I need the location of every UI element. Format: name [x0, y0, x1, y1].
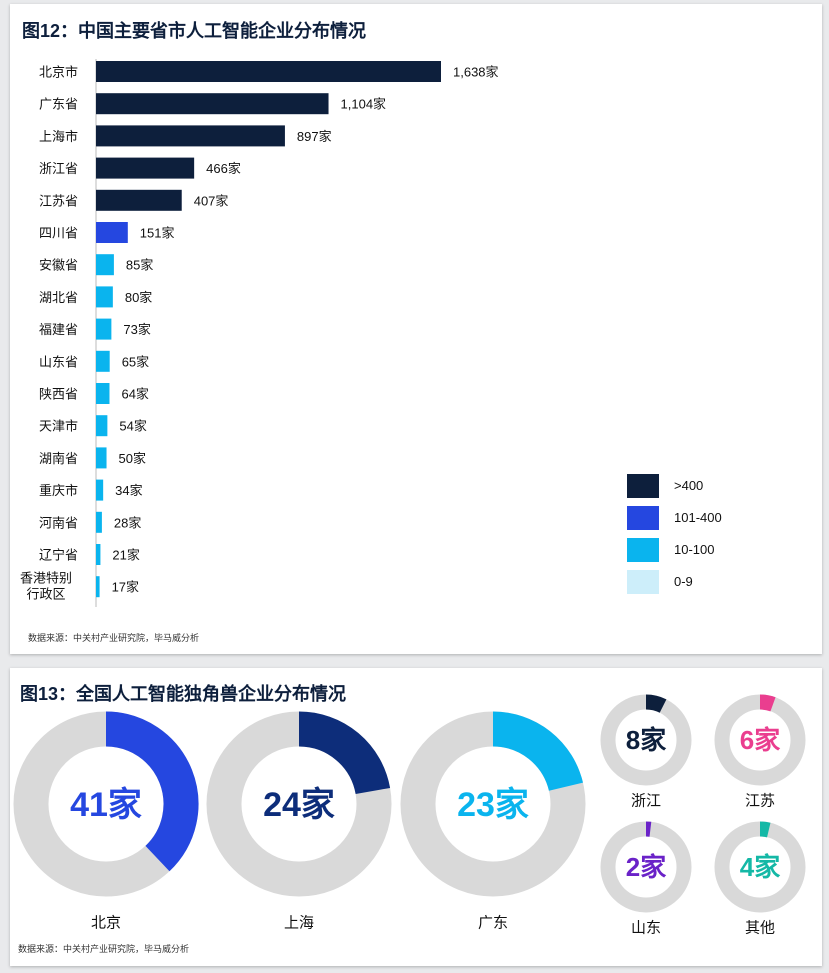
bar: [96, 415, 108, 437]
category-label: 湖北省: [39, 290, 78, 305]
bar: [96, 383, 110, 404]
donut-name-label: 上海: [284, 915, 314, 932]
bar: [96, 318, 112, 340]
donut-segment: [759, 694, 776, 712]
bar-value-label: 54家: [119, 419, 146, 434]
legend-label: 101-400: [674, 510, 722, 525]
bar-value-label: 34家: [115, 483, 142, 498]
bar-chart-panel: 图12：中国主要省市人工智能企业分布情况 1,638家 北京市 1,104家 广东省 8…: [10, 4, 822, 654]
bar-value-label: 466家: [206, 161, 241, 176]
bar: [96, 576, 100, 598]
category-label: 江苏省: [39, 193, 78, 208]
bar-value-label: 65家: [122, 354, 149, 369]
category-label: 行政区: [26, 587, 65, 602]
category-label: 福建省: [39, 322, 78, 337]
donut-value-label: 24家: [263, 786, 335, 824]
donut-segment: [105, 711, 199, 872]
bar-value-label: 50家: [119, 451, 146, 466]
bar-value-label: 897家: [297, 129, 332, 144]
legend-swatch: [627, 506, 659, 530]
bar-value-label: 407家: [194, 193, 229, 208]
bar-value-label: 85家: [126, 258, 153, 273]
legend-swatch: [627, 474, 659, 498]
donut-value-label: 23家: [457, 786, 529, 824]
category-label: 香港特别: [20, 571, 72, 586]
category-label: 天津市: [39, 419, 78, 434]
category-label: 北京市: [39, 65, 78, 80]
category-label: 河南省: [39, 515, 78, 530]
donut-name-label: 北京: [91, 915, 121, 932]
donut-value-label: 41家: [70, 786, 142, 824]
category-label: 浙江省: [39, 161, 78, 176]
donut-name-label: 广东: [478, 915, 508, 932]
bar: [96, 157, 195, 179]
donut-name-label: 浙江: [631, 793, 661, 810]
legend-label: >400: [674, 478, 703, 493]
donut-segment: [298, 711, 391, 795]
donut-segment: [492, 711, 584, 792]
bar: [96, 350, 110, 372]
donut-segment: [759, 821, 771, 838]
bar-value-label: 151家: [140, 226, 175, 241]
bar: [96, 125, 285, 147]
bar: [96, 447, 107, 469]
bar-chart-title: 图12：中国主要省市人工智能企业分布情况: [22, 21, 367, 41]
bar-value-label: 80家: [125, 290, 152, 305]
bar: [96, 254, 114, 276]
bar-value-label: 28家: [114, 515, 141, 530]
category-label: 陕西省: [39, 387, 78, 402]
category-label: 山东省: [39, 354, 78, 369]
legend-swatch: [627, 538, 659, 562]
bar-chart: 1,638家 北京市 1,104家 广东省 897家 上海市 466家 浙江省 407家 江苏省 1…: [20, 59, 722, 607]
bar: [96, 286, 113, 308]
bar-value-label: 1,104家: [341, 97, 387, 112]
bar: [96, 544, 101, 565]
category-label: 湖南省: [39, 451, 78, 466]
donut-chart-source: 数据来源：中关村产业研究院，毕马威分析: [18, 944, 190, 954]
legend-label: 10-100: [674, 542, 714, 557]
bar: [96, 61, 441, 82]
bar: [96, 222, 128, 243]
category-label: 上海市: [39, 129, 78, 144]
bar-value-label: 21家: [112, 548, 139, 563]
category-label: 安徽省: [39, 258, 78, 273]
category-label: 四川省: [39, 226, 78, 241]
legend-label: 0-9: [674, 574, 693, 589]
bar: [96, 479, 104, 501]
donut-name-label: 其他: [745, 920, 775, 937]
donut-value-label: 4家: [740, 852, 780, 882]
bar-chart-source: 数据来源：中关村产业研究院，毕马威分析: [28, 633, 200, 643]
donut-segment: [645, 694, 667, 713]
category-label: 重庆市: [39, 483, 78, 498]
bar-value-label: 17家: [112, 580, 139, 595]
bar: [96, 511, 102, 533]
bar: [96, 93, 329, 115]
donut-chart-title: 图13：全国人工智能独角兽企业分布情况: [20, 684, 347, 704]
donut-name-label: 江苏: [745, 793, 775, 810]
bar: [96, 189, 182, 211]
bar-value-label: 64家: [121, 387, 148, 402]
donut-value-label: 6家: [740, 725, 780, 755]
donut-value-label: 2家: [626, 852, 666, 882]
donut-chart-panel: 图13：全国人工智能独角兽企业分布情况 41家北京 24家上海 23家广东 8家浙江 6…: [10, 668, 822, 966]
bar-value-label: 1,638家: [453, 65, 499, 80]
donut-value-label: 8家: [626, 725, 666, 755]
donut-name-label: 山东: [631, 920, 661, 937]
legend-swatch: [627, 570, 659, 594]
category-label: 辽宁省: [39, 548, 78, 563]
bar-value-label: 73家: [123, 322, 150, 337]
category-label: 广东省: [39, 97, 78, 112]
